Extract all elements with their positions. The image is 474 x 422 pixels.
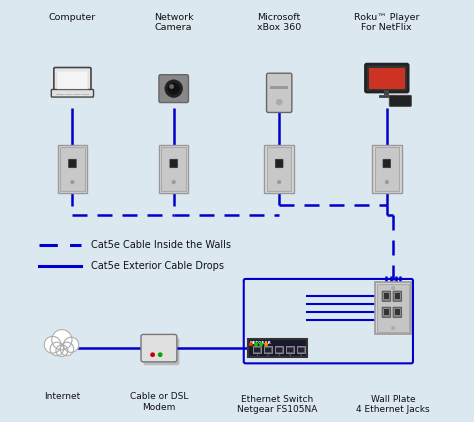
FancyBboxPatch shape <box>395 293 400 299</box>
Circle shape <box>165 80 182 97</box>
FancyBboxPatch shape <box>170 159 177 168</box>
Text: Cable or DSL
Modem: Cable or DSL Modem <box>130 392 188 412</box>
Circle shape <box>250 343 252 346</box>
Text: Network
Camera: Network Camera <box>154 13 193 32</box>
Circle shape <box>255 343 257 346</box>
FancyBboxPatch shape <box>267 147 292 191</box>
FancyBboxPatch shape <box>375 282 411 334</box>
FancyBboxPatch shape <box>389 95 411 106</box>
Circle shape <box>170 85 173 88</box>
FancyBboxPatch shape <box>144 338 179 365</box>
Text: NETGEAR: NETGEAR <box>250 341 272 345</box>
Text: 4: 4 <box>289 353 291 357</box>
FancyBboxPatch shape <box>264 346 272 353</box>
FancyBboxPatch shape <box>60 147 85 191</box>
Text: Cat5e Exterior Cable Drops: Cat5e Exterior Cable Drops <box>91 261 224 271</box>
Circle shape <box>392 327 395 330</box>
FancyBboxPatch shape <box>379 95 395 97</box>
Bar <box>270 86 289 89</box>
FancyBboxPatch shape <box>374 147 399 191</box>
FancyBboxPatch shape <box>285 346 294 353</box>
FancyBboxPatch shape <box>383 159 391 168</box>
FancyBboxPatch shape <box>69 159 76 168</box>
FancyBboxPatch shape <box>395 309 400 315</box>
Text: 1: 1 <box>255 353 258 357</box>
FancyBboxPatch shape <box>275 159 283 168</box>
FancyBboxPatch shape <box>382 291 391 301</box>
FancyBboxPatch shape <box>253 346 261 353</box>
FancyBboxPatch shape <box>298 348 304 352</box>
FancyBboxPatch shape <box>159 145 189 192</box>
Circle shape <box>172 181 175 184</box>
Circle shape <box>151 353 155 356</box>
Circle shape <box>52 330 72 350</box>
FancyBboxPatch shape <box>264 145 294 192</box>
Bar <box>57 71 88 89</box>
FancyBboxPatch shape <box>58 145 87 192</box>
FancyBboxPatch shape <box>382 307 391 317</box>
Text: Internet: Internet <box>44 392 80 401</box>
FancyBboxPatch shape <box>297 346 305 353</box>
Text: Microsoft
xBox 360: Microsoft xBox 360 <box>257 13 301 32</box>
FancyBboxPatch shape <box>393 307 401 317</box>
Text: Cat5e Cable Inside the Walls: Cat5e Cable Inside the Walls <box>91 240 231 250</box>
Circle shape <box>158 353 162 356</box>
Circle shape <box>60 342 73 356</box>
Bar <box>384 90 389 95</box>
Circle shape <box>50 342 64 356</box>
Circle shape <box>392 287 395 289</box>
FancyBboxPatch shape <box>51 89 93 97</box>
Text: Computer: Computer <box>49 13 96 22</box>
FancyBboxPatch shape <box>276 348 282 352</box>
FancyBboxPatch shape <box>377 284 409 333</box>
Circle shape <box>385 181 389 184</box>
Text: 3: 3 <box>278 353 280 357</box>
FancyBboxPatch shape <box>247 339 307 357</box>
FancyBboxPatch shape <box>274 346 283 353</box>
FancyBboxPatch shape <box>254 348 260 352</box>
FancyBboxPatch shape <box>372 145 401 192</box>
FancyBboxPatch shape <box>384 309 389 315</box>
Bar <box>369 68 405 89</box>
FancyBboxPatch shape <box>54 68 91 92</box>
FancyBboxPatch shape <box>384 293 389 299</box>
Text: Ethernet Switch
Netgear FS105NA: Ethernet Switch Netgear FS105NA <box>237 395 317 414</box>
Circle shape <box>277 181 281 184</box>
FancyBboxPatch shape <box>365 64 408 92</box>
FancyBboxPatch shape <box>159 75 189 103</box>
Circle shape <box>44 336 61 353</box>
FancyBboxPatch shape <box>287 348 293 352</box>
Circle shape <box>265 343 267 346</box>
Circle shape <box>276 99 282 105</box>
Text: Roku™ Player
For NetFlix: Roku™ Player For NetFlix <box>354 13 419 32</box>
Text: Wall Plate
4 Ethernet Jacks: Wall Plate 4 Ethernet Jacks <box>356 395 430 414</box>
Text: 5: 5 <box>300 353 302 357</box>
Circle shape <box>168 83 179 94</box>
FancyBboxPatch shape <box>162 147 186 191</box>
Circle shape <box>260 343 262 346</box>
FancyBboxPatch shape <box>141 334 177 362</box>
Circle shape <box>56 345 68 357</box>
Circle shape <box>71 181 74 184</box>
Text: 2: 2 <box>267 353 269 357</box>
FancyBboxPatch shape <box>266 73 292 112</box>
Circle shape <box>64 337 79 352</box>
FancyBboxPatch shape <box>393 291 401 301</box>
FancyBboxPatch shape <box>265 348 271 352</box>
